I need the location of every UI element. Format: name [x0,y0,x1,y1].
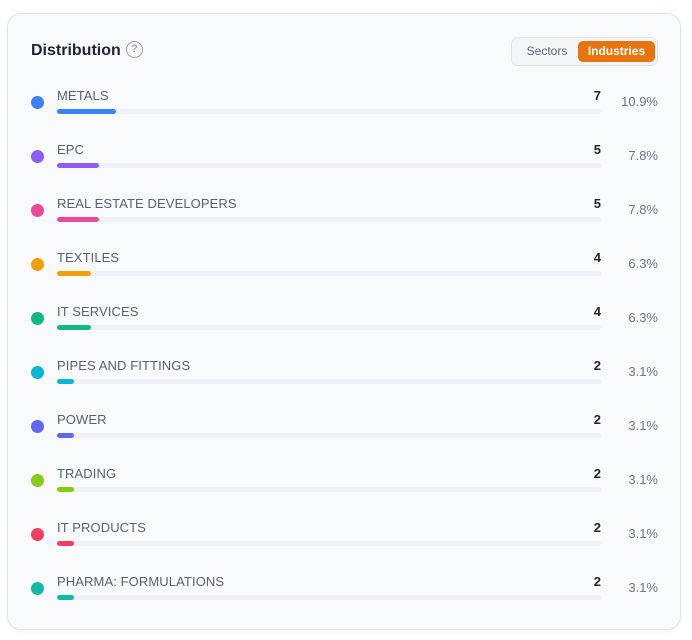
industry-count: 4 [593,250,601,265]
industry-row[interactable]: TRADING 2 3.1% [8,463,680,517]
progress-track [57,541,601,546]
industry-row[interactable]: REAL ESTATE DEVELOPERS 5 7.8% [8,193,680,247]
industry-name: POWER [57,412,107,427]
progress-fill [57,217,99,222]
card-header: Distribution ? Sectors Industries [8,14,680,84]
industry-count: 2 [593,520,601,535]
industry-name: IT PRODUCTS [57,520,146,535]
color-dot-icon [31,366,44,379]
toggle-industries-button[interactable]: Industries [578,41,655,62]
progress-track [57,163,601,168]
progress-track [57,271,601,276]
industry-count: 2 [593,412,601,427]
color-dot-icon [31,528,44,541]
industry-percent: 6.3% [628,256,658,271]
industry-name: TRADING [57,466,117,481]
progress-fill [57,433,74,438]
industry-percent: 7.8% [628,148,658,163]
card-title: Distribution [31,42,121,59]
progress-fill [57,271,91,276]
industry-name: PHARMA: FORMULATIONS [57,574,225,589]
industry-percent: 3.1% [628,418,658,433]
progress-track [57,325,601,330]
progress-track [57,487,601,492]
industry-row[interactable]: EPC 5 7.8% [8,139,680,193]
color-dot-icon [31,96,44,109]
industry-count: 2 [593,466,601,481]
industry-row[interactable]: PHARMA: FORMULATIONS 2 3.1% [8,571,680,625]
industry-percent: 6.3% [628,310,658,325]
progress-track [57,109,601,114]
industry-percent: 3.1% [628,526,658,541]
color-dot-icon [31,582,44,595]
distribution-card: Distribution ? Sectors Industries METALS… [7,13,681,630]
view-toggle: Sectors Industries [511,37,658,66]
industry-percent: 3.1% [628,364,658,379]
progress-fill [57,109,116,114]
industry-name: PIPES AND FITTINGS [57,358,191,373]
industry-count: 5 [593,196,601,211]
progress-fill [57,541,74,546]
industry-row[interactable]: PIPES AND FITTINGS 2 3.1% [8,355,680,409]
progress-fill [57,379,74,384]
progress-fill [57,163,99,168]
progress-fill [57,487,74,492]
industry-row[interactable]: POWER 2 3.1% [8,409,680,463]
industry-percent: 3.1% [628,472,658,487]
color-dot-icon [31,312,44,325]
industry-name: METALS [57,88,109,103]
color-dot-icon [31,420,44,433]
industry-list: METALS 7 10.9% EPC 5 7.8% REAL ESTATE DEVELOPE… [8,85,680,625]
industry-count: 7 [593,88,601,103]
industry-percent: 7.8% [628,202,658,217]
toggle-sectors-button[interactable]: Sectors [526,44,568,58]
industry-count: 5 [593,142,601,157]
industry-name: IT SERVICES [57,304,139,319]
question-circle-icon[interactable]: ? [126,41,143,58]
progress-track [57,379,601,384]
industry-percent: 3.1% [628,580,658,595]
progress-track [57,217,601,222]
industry-count: 2 [593,358,601,373]
industry-percent: 10.9% [621,94,658,109]
industry-row[interactable]: TEXTILES 4 6.3% [8,247,680,301]
color-dot-icon [31,150,44,163]
industry-name: REAL ESTATE DEVELOPERS [57,196,237,211]
industry-count: 4 [593,304,601,319]
industry-name: EPC [57,142,85,157]
industry-row[interactable]: METALS 7 10.9% [8,85,680,139]
industry-name: TEXTILES [57,250,120,265]
industry-row[interactable]: IT PRODUCTS 2 3.1% [8,517,680,571]
progress-fill [57,595,74,600]
progress-track [57,595,601,600]
progress-fill [57,325,91,330]
progress-track [57,433,601,438]
industry-row[interactable]: IT SERVICES 4 6.3% [8,301,680,355]
color-dot-icon [31,474,44,487]
color-dot-icon [31,204,44,217]
color-dot-icon [31,258,44,271]
industry-count: 2 [593,574,601,589]
